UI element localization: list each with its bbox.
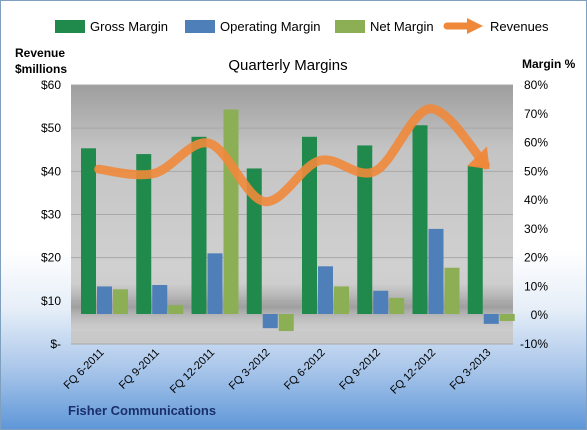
x-tick-label: FQ 12-2012 [388,347,438,397]
operating-margin-bar [97,286,112,314]
operating-margin-bar [152,285,168,314]
net-margin-bar [334,286,349,314]
x-axis-ticks: FQ 6-2011 FQ 9-2011 FQ 12-2011 FQ 3-2012 FQ … [62,347,494,397]
gross-margin-bar [302,136,317,314]
left-tick-label: $40 [41,164,61,178]
legend-swatch-revenues [443,18,483,34]
gross-margin-bar [357,145,373,314]
net-margin-bar [278,314,294,332]
net-margin-bar [168,305,184,314]
left-axis-label-line2: $millions [15,62,67,76]
right-tick-label: 0% [531,308,549,322]
x-tick-label: FQ 3-2012 [227,347,273,393]
right-axis-ticks: -10% 0% 10% 20% 30% 40% 50% 60% 70% 80% [520,78,548,351]
revenues-arrowhead [466,146,490,170]
left-tick-label: $- [50,337,61,351]
x-tick-label: FQ 3-2013 [448,347,494,393]
revenues-point [318,159,321,162]
right-tick-label: 50% [524,164,548,178]
operating-margin-bar [207,253,223,314]
operating-margin-bar [483,314,499,324]
legend-gross-margin: Gross Margin [90,19,168,34]
operating-margin-bar [262,314,278,329]
legend-swatch-net-margin [335,20,365,33]
right-tick-label: 30% [524,222,548,236]
right-tick-label: 20% [524,251,548,265]
revenues-point [152,172,155,175]
legend-net-margin: Net Margin [370,19,434,34]
operating-margin-bar [428,228,444,314]
net-margin-bar [389,297,405,314]
revenues-point [429,107,432,110]
net-margin-bar [223,109,239,314]
gross-margin-bar [191,136,207,314]
legend-swatch-gross-margin [55,20,85,33]
x-tick-label: FQ 12-2011 [168,347,217,396]
revenues-line [94,104,490,207]
right-tick-label: 60% [524,136,548,150]
right-tick-label: 40% [524,193,548,207]
x-tick-label: FQ 9-2011 [117,347,162,392]
company-name: Fisher Communications [68,403,216,418]
right-tick-label: 10% [524,279,548,293]
revenues-point [373,170,376,173]
net-margin-bar [444,267,460,314]
net-margin-bar [113,289,128,314]
operating-margin-bar [373,290,389,314]
bars-layer [81,109,515,332]
left-tick-label: $60 [41,78,61,92]
left-axis-ticks: $- $10 $20 $30 $40 $50 $60 [41,78,61,351]
x-tick-label: FQ 6-2012 [282,347,328,393]
revenues-point [208,142,211,145]
chart-title: Quarterly Margins [228,57,347,74]
operating-margin-bar [318,266,333,314]
gross-margin-bar [136,154,152,314]
net-margin-bar [499,314,515,321]
right-tick-label: 70% [524,107,548,121]
legend: Gross Margin Operating Margin Net Margin… [55,18,549,34]
revenues-point [97,168,100,171]
legend-revenues: Revenues [490,19,549,34]
gross-margin-bar [467,165,483,314]
left-tick-label: $10 [41,294,61,308]
left-tick-label: $20 [41,251,61,265]
revenues-point [263,200,266,203]
revenues-line-layer [94,104,490,207]
gross-margin-bar [81,148,96,314]
right-tick-label: -10% [520,337,548,351]
gross-margin-bar [246,168,262,314]
right-axis-label: Margin % [522,57,576,71]
left-tick-label: $30 [41,208,61,222]
legend-operating-margin: Operating Margin [220,19,320,34]
left-tick-label: $50 [41,121,61,135]
left-axis-label-line1: Revenue [15,46,65,60]
x-tick-label: FQ 6-2011 [62,347,107,392]
right-tick-label: 80% [524,78,548,92]
x-tick-label: FQ 9-2012 [337,347,383,393]
gross-margin-bar [412,125,428,315]
legend-swatch-operating-margin [185,20,215,33]
